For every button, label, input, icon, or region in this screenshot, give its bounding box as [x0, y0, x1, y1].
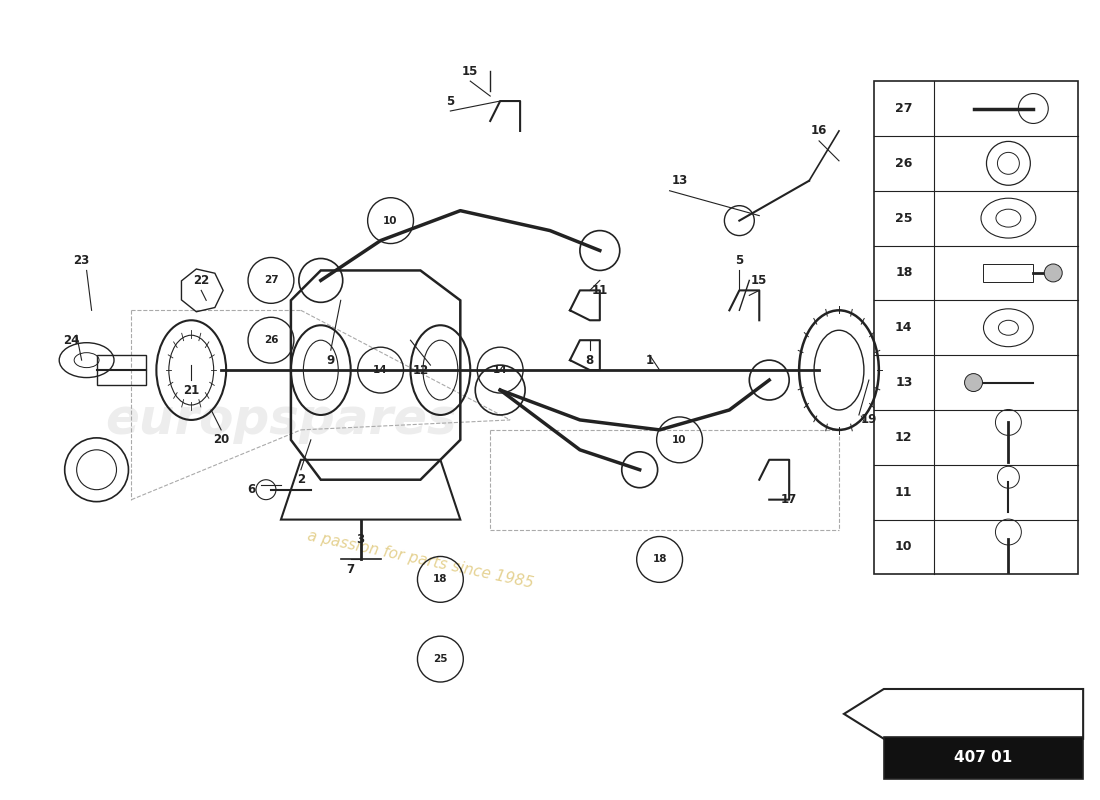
Text: 18: 18 [652, 554, 667, 565]
Text: 26: 26 [264, 335, 278, 346]
Text: 14: 14 [895, 322, 913, 334]
Bar [883, 737, 1084, 778]
Text: 23: 23 [74, 254, 90, 267]
Text: europspares: europspares [106, 396, 456, 444]
Text: 18: 18 [895, 266, 913, 279]
Bar [983, 264, 1033, 282]
Text: 25: 25 [895, 212, 913, 225]
Text: 20: 20 [213, 434, 229, 446]
Text: 13: 13 [895, 376, 913, 389]
Text: 19: 19 [860, 414, 877, 426]
Text: a passion for parts since 1985: a passion for parts since 1985 [306, 528, 535, 590]
Text: 15: 15 [462, 65, 478, 78]
Bar [97, 355, 146, 385]
Text: 9: 9 [327, 354, 334, 366]
Text: 5: 5 [447, 94, 454, 107]
Text: 14: 14 [373, 365, 388, 375]
Text: 13: 13 [671, 174, 688, 187]
Text: 21: 21 [183, 383, 199, 397]
Text: 8: 8 [585, 354, 594, 366]
Text: 407 01: 407 01 [955, 750, 1013, 766]
Text: 12: 12 [412, 364, 429, 377]
Text: 24: 24 [64, 334, 80, 346]
Text: 10: 10 [672, 435, 686, 445]
Text: 12: 12 [895, 431, 913, 444]
Text: 27: 27 [895, 102, 913, 115]
Text: 11: 11 [592, 284, 608, 297]
Text: 26: 26 [895, 157, 913, 170]
Text: 2: 2 [297, 474, 305, 486]
Circle shape [1044, 264, 1063, 282]
Text: 14: 14 [493, 365, 507, 375]
Text: 25: 25 [433, 654, 448, 664]
Text: 5: 5 [735, 254, 744, 267]
Text: 16: 16 [811, 125, 827, 138]
Text: 11: 11 [895, 486, 913, 498]
Bar [873, 81, 1078, 574]
Text: 15: 15 [751, 274, 768, 287]
Text: 18: 18 [433, 574, 448, 584]
Text: 27: 27 [264, 275, 278, 286]
Text: 3: 3 [356, 533, 365, 546]
Text: 1: 1 [646, 354, 653, 366]
Text: 10: 10 [895, 541, 913, 554]
Text: 7: 7 [346, 563, 355, 576]
Text: 6: 6 [246, 483, 255, 496]
Text: 10: 10 [383, 216, 398, 226]
Circle shape [965, 374, 982, 391]
Text: 17: 17 [781, 493, 798, 506]
Text: 22: 22 [194, 274, 209, 287]
